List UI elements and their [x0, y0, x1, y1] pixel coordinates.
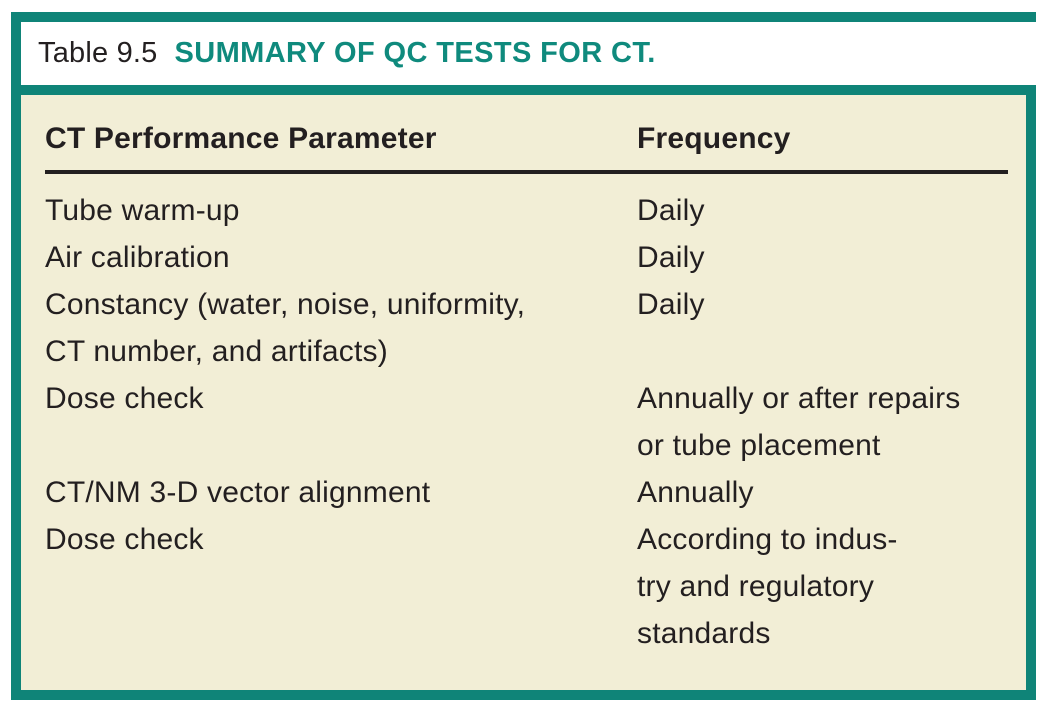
- table-caption: Table 9.5 SUMMARY OF QC TESTS FOR CT.: [21, 22, 1036, 85]
- cell-frequency: Daily: [637, 288, 705, 321]
- table-top-rule: [11, 12, 1036, 22]
- column-header-parameter: CT Performance Parameter: [45, 122, 437, 155]
- cell-frequency: According to indus- try and regulatory s…: [637, 523, 898, 650]
- cell-frequency: Daily: [637, 241, 705, 274]
- cell-parameter: Dose check: [45, 523, 204, 556]
- cell-frequency: Daily: [637, 194, 705, 227]
- cell-frequency: Annually: [637, 476, 754, 509]
- table-title: SUMMARY OF QC TESTS FOR CT.: [174, 37, 656, 69]
- header-rule: [45, 170, 1008, 174]
- table-left-rule: [11, 12, 21, 700]
- cell-parameter: CT/NM 3-D vector alignment: [45, 476, 431, 509]
- table-body: CT Performance Parameter Frequency Tube …: [21, 85, 1036, 700]
- cell-parameter: Dose check: [45, 382, 204, 415]
- cell-parameter: Air calibration: [45, 241, 230, 274]
- cell-parameter: Tube warm-up: [45, 194, 240, 227]
- cell-frequency: Annually or after repairs or tube placem…: [637, 382, 961, 462]
- cell-parameter: Constancy (water, noise, uniformity, CT …: [45, 288, 526, 368]
- table-grid: CT Performance Parameter Frequency Tube …: [45, 107, 1008, 657]
- table-label: Table 9.5: [38, 37, 158, 69]
- column-header-frequency: Frequency: [637, 122, 791, 155]
